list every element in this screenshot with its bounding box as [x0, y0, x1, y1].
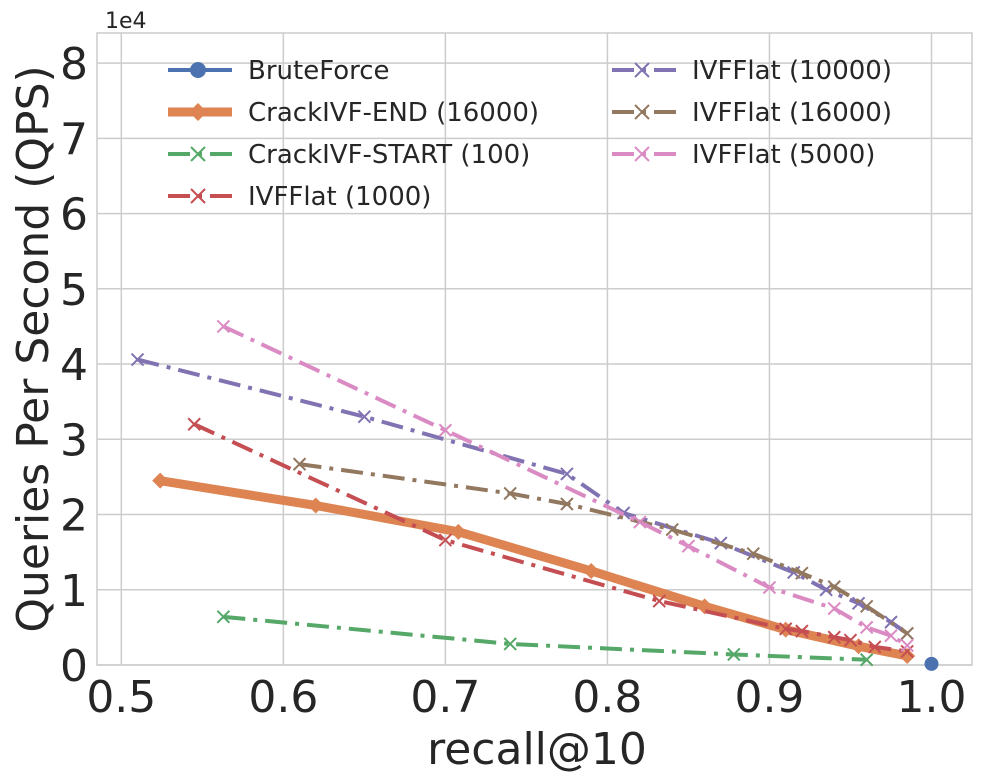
legend-entry: IVFFlat (1000) [168, 182, 431, 212]
data-point [503, 637, 517, 651]
x-axis-ticks: 0.5 0.6 0.7 0.8 0.9 1.0 [86, 672, 966, 723]
legend-entry: IVFFlat (10000) [612, 56, 892, 86]
data-point [762, 580, 777, 595]
x-axis-label: recall@10 [427, 724, 647, 775]
data-point [924, 656, 939, 671]
legend-label: IVFFlat (10000) [692, 56, 892, 86]
series-6 [216, 319, 914, 653]
data-point [438, 533, 453, 547]
data-point [843, 633, 858, 647]
legend-entry: IVFFlat (16000) [612, 98, 892, 128]
data-point [795, 566, 809, 580]
legend-label: BruteForce [248, 56, 390, 86]
data-point [884, 615, 898, 629]
y-tick-label: 6 [60, 190, 88, 241]
data-point [746, 546, 760, 561]
legend-label: IVFFlat (16000) [692, 98, 892, 128]
legend-entry: IVFFlat (5000) [612, 140, 875, 170]
data-point [859, 599, 874, 614]
data-point [503, 486, 517, 501]
data-point [859, 653, 874, 667]
x-tick-label: 0.7 [410, 672, 480, 723]
legend-label: IVFFlat (1000) [248, 182, 431, 212]
data-point [899, 647, 916, 664]
series-line [137, 357, 909, 636]
data-point [868, 640, 882, 654]
x-tick-label: 1.0 [896, 672, 966, 723]
data-point [859, 620, 874, 635]
data-point [795, 624, 809, 638]
data-point [152, 472, 169, 489]
data-point [130, 352, 145, 367]
data-point [851, 596, 866, 611]
y-tick-label: 3 [60, 415, 88, 466]
series-3 [187, 417, 914, 659]
data-point [187, 417, 201, 431]
y-axis-offset-text: 1e4 [105, 9, 147, 34]
legend-marker [190, 146, 206, 162]
series-line [223, 614, 867, 662]
data-point [850, 638, 867, 655]
legend-marker [634, 104, 650, 120]
data-point [827, 630, 841, 644]
series-5 [292, 457, 914, 641]
data-point [900, 638, 914, 653]
data-point [560, 497, 574, 511]
grid [97, 33, 972, 666]
series-layer [130, 319, 939, 671]
legend-marker [634, 62, 650, 78]
data-point [633, 515, 647, 529]
legend-label: IVFFlat (5000) [692, 140, 875, 170]
data-point [216, 610, 231, 624]
data-point [900, 626, 914, 641]
data-point [357, 410, 372, 424]
data-point [652, 594, 666, 608]
series-0 [924, 656, 939, 671]
plot-area [96, 32, 973, 671]
y-tick-label: 7 [60, 114, 88, 165]
legend-entry: CrackIVF-START (100) [168, 140, 530, 170]
y-tick-label: 8 [60, 39, 88, 90]
legend-label: CrackIVF-END (16000) [248, 98, 539, 128]
data-point [665, 522, 679, 537]
legend-entry: BruteForce [168, 56, 390, 86]
x-tick-label: 0.6 [248, 672, 318, 723]
data-point [307, 497, 324, 514]
y-axis-label: Queries Per Second (QPS) [8, 65, 59, 632]
data-point [583, 562, 600, 579]
data-point [727, 647, 741, 662]
data-point [827, 601, 841, 616]
legend-marker [190, 188, 206, 204]
data-point [884, 628, 898, 643]
data-point [216, 319, 231, 334]
y-axis-ticks: 0 1 2 3 4 5 6 7 8 [60, 39, 88, 692]
x-tick-label: 0.9 [734, 672, 804, 723]
data-point [560, 467, 574, 481]
legend-label: CrackIVF-START (100) [248, 140, 530, 170]
data-point [900, 644, 914, 659]
y-tick-label: 2 [60, 491, 88, 542]
data-point [292, 457, 307, 471]
y-tick-label: 4 [60, 340, 88, 391]
data-point [450, 523, 467, 540]
data-point [438, 423, 453, 437]
series-2 [216, 610, 874, 667]
x-tick-label: 0.5 [86, 672, 156, 723]
legend-marker [189, 103, 207, 121]
legend: BruteForce CrackIVF-END (16000) CrackIVF-S… [168, 56, 892, 212]
x-tick-label: 0.8 [572, 672, 642, 723]
legend-marker [634, 146, 650, 162]
data-point [827, 580, 841, 594]
data-point [778, 622, 793, 636]
data-point [681, 539, 696, 553]
legend-entry: CrackIVF-END (16000) [168, 98, 539, 128]
y-tick-label: 5 [60, 265, 88, 316]
y-tick-label: 0 [60, 641, 88, 692]
y-tick-label: 1 [60, 566, 88, 617]
legend-marker [190, 62, 206, 78]
